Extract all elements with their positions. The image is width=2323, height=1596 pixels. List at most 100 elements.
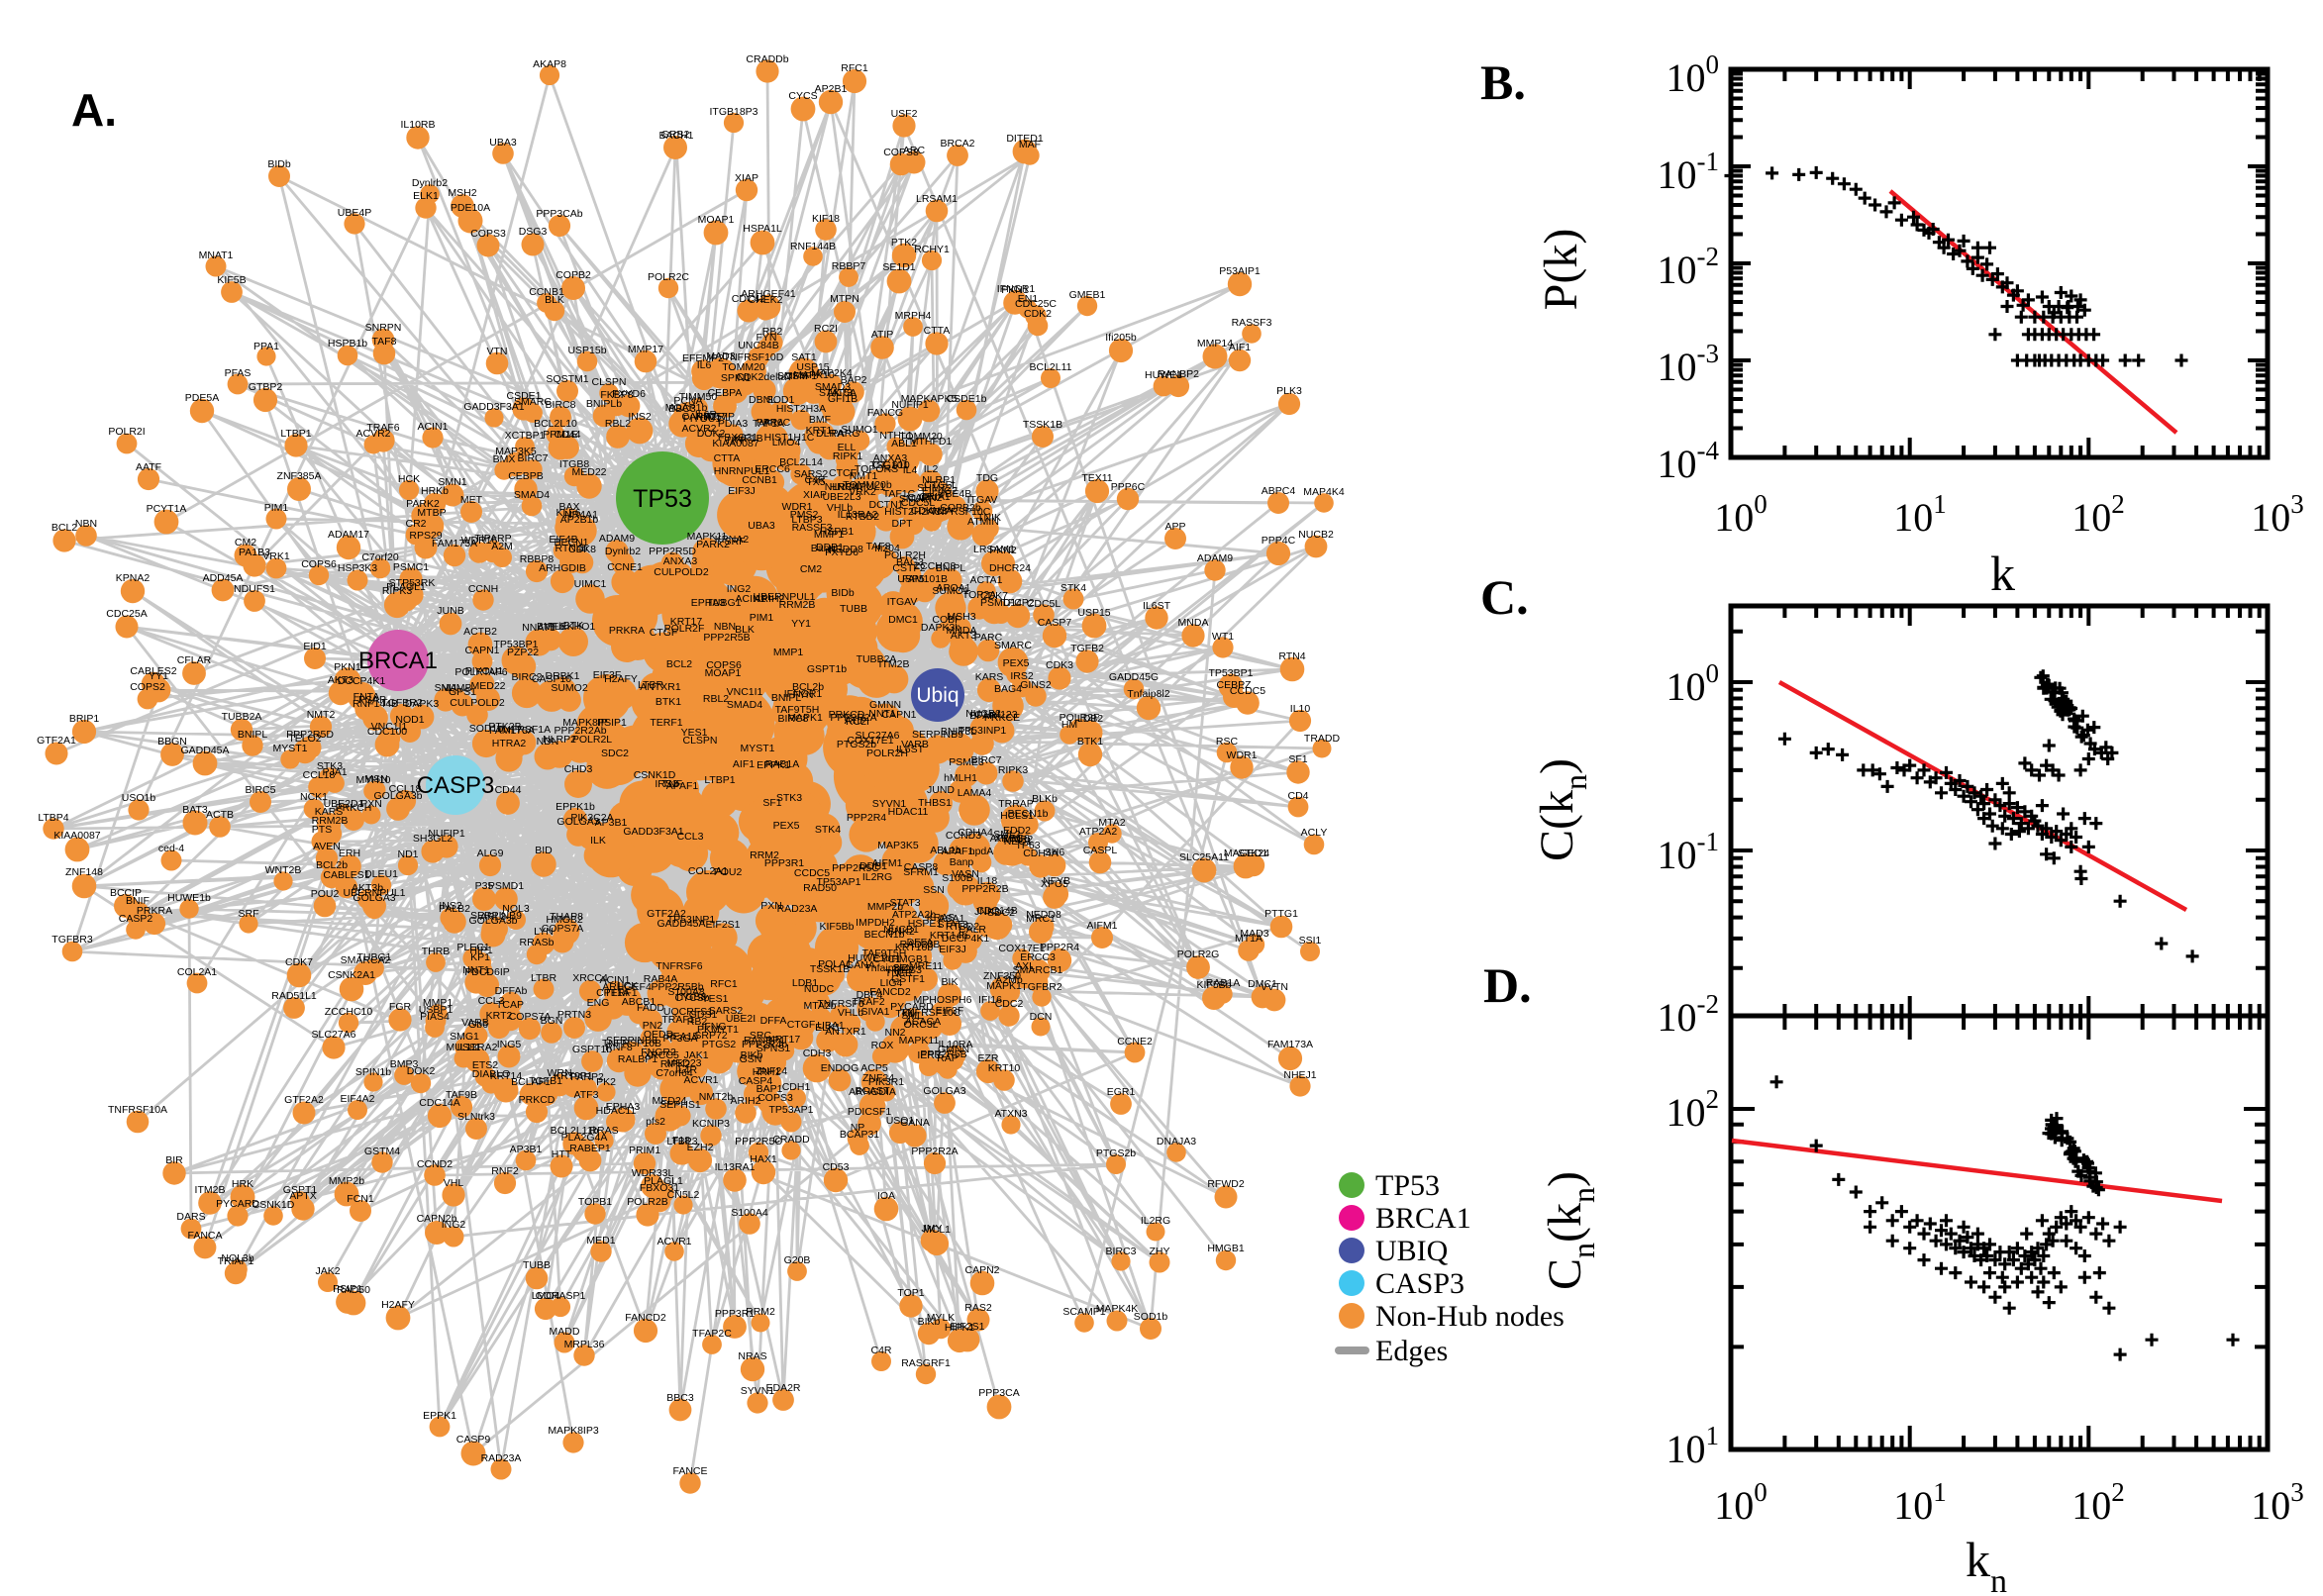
svg-text:CTGF: CTGF: [650, 627, 678, 639]
svg-text:XRCC4: XRCC4: [572, 972, 608, 984]
svg-text:MT1A: MT1A: [1235, 933, 1262, 945]
svg-text:RRM2B: RRM2B: [312, 815, 349, 827]
svg-text:RAD50: RAD50: [803, 882, 837, 894]
svg-text:CSNK1D: CSNK1D: [634, 769, 676, 781]
svg-text:CSNK1D: CSNK1D: [252, 1199, 295, 1211]
svg-text:COBF: COBF: [932, 614, 960, 626]
svg-text:VNC1I1: VNC1I1: [371, 721, 408, 733]
svg-text:CYCS: CYCS: [788, 90, 817, 102]
svg-text:GPS1: GPS1: [449, 686, 476, 698]
svg-text:CYCSb: CYCSb: [674, 992, 709, 1004]
svg-text:FAM175A: FAM175A: [489, 725, 535, 737]
svg-text:EFEMP2: EFEMP2: [682, 352, 724, 364]
svg-text:CLSPN: CLSPN: [591, 376, 626, 388]
svg-text:CDK3: CDK3: [1046, 659, 1073, 671]
svg-text:DIABLO: DIABLO: [472, 1068, 511, 1080]
svg-text:CDC42: CDC42: [732, 293, 766, 305]
svg-text:COPS3: COPS3: [470, 228, 506, 240]
svg-text:RB2: RB2: [687, 1016, 708, 1028]
svg-text:DRBK1: DRBK1: [545, 670, 579, 682]
svg-text:CCDC5: CCDC5: [794, 867, 830, 879]
svg-text:CM2: CM2: [800, 563, 822, 575]
svg-text:KIAA0087: KIAA0087: [53, 830, 100, 842]
svg-text:TP53AP1: TP53AP1: [769, 1104, 814, 1116]
svg-text:DCN: DCN: [1030, 1011, 1053, 1023]
svg-text:XRCC6: XRCC6: [994, 833, 1030, 845]
svg-text:P53AIP1: P53AIP1: [1219, 265, 1261, 277]
svg-text:EIF3F: EIF3F: [936, 1005, 964, 1017]
svg-text:C7orf64: C7orf64: [656, 1067, 693, 1079]
svg-text:ACTB: ACTB: [206, 809, 234, 821]
svg-text:GTF2A2: GTF2A2: [647, 908, 686, 920]
svg-text:PLAGL1: PLAGL1: [644, 1175, 683, 1187]
svg-text:SFRM1: SFRM1: [903, 866, 939, 878]
svg-text:GOLGA3: GOLGA3: [353, 892, 395, 904]
svg-text:PPA1: PPA1: [253, 341, 279, 352]
svg-text:hMLH1: hMLH1: [944, 772, 977, 784]
svg-text:CULPOLD2: CULPOLD2: [654, 566, 709, 578]
svg-text:DPT: DPT: [892, 518, 914, 530]
svg-text:BIR: BIR: [165, 1154, 183, 1166]
svg-text:ACVR1: ACVR1: [656, 1236, 691, 1247]
svg-text:SF1: SF1: [1288, 753, 1307, 765]
svg-text:ZNF148: ZNF148: [65, 866, 103, 878]
svg-text:TNF: TNF: [885, 967, 905, 979]
svg-text:PIYOU1: PIYOU1: [465, 665, 504, 677]
svg-text:SUMO1: SUMO1: [932, 585, 969, 597]
svg-text:RAS2: RAS2: [964, 1302, 992, 1314]
svg-text:TUBB2A: TUBB2A: [857, 653, 897, 665]
svg-text:SMN1: SMN1: [438, 476, 466, 488]
svg-text:MYLK: MYLK: [927, 1312, 956, 1324]
svg-text:ACTB2: ACTB2: [463, 626, 497, 638]
svg-text:CTTA: CTTA: [924, 325, 951, 337]
svg-text:CSNK2A1: CSNK2A1: [328, 969, 375, 981]
svg-text:TRAF2: TRAF2: [852, 996, 884, 1008]
svg-text:TNFRSF10A: TNFRSF10A: [108, 1104, 167, 1116]
svg-text:TNFRSF10B: TNFRSF10B: [602, 1038, 661, 1049]
svg-text:FBXO31: FBXO31: [640, 1182, 679, 1194]
svg-text:ARHGDIB: ARHGDIB: [539, 562, 586, 574]
svg-text:ETS2: ETS2: [472, 1059, 498, 1071]
svg-text:CASP2: CASP2: [119, 913, 153, 925]
svg-text:VNC1I1: VNC1I1: [727, 686, 763, 698]
svg-text:NNT1: NNT1: [462, 964, 490, 976]
svg-text:ABCB1: ABCB1: [622, 996, 656, 1008]
svg-text:MRC1: MRC1: [1026, 913, 1056, 925]
svg-text:VRK2: VRK2: [849, 486, 876, 498]
svg-text:ATP2A2: ATP2A2: [1079, 826, 1117, 838]
svg-text:k: k: [1990, 546, 2015, 601]
svg-text:USBP1: USBP1: [419, 1004, 454, 1016]
svg-text:S100A8: S100A8: [667, 986, 705, 998]
svg-text:RIPK3: RIPK3: [382, 585, 413, 597]
svg-text:TOMM20: TOMM20: [722, 361, 765, 373]
svg-text:PEG3: PEG3: [894, 964, 922, 976]
svg-text:PLA2G4A: PLA2G4A: [561, 1132, 608, 1144]
svg-text:ABL1: ABL1: [891, 438, 917, 449]
svg-text:RC2I: RC2I: [814, 323, 838, 335]
svg-text:MED22: MED22: [571, 466, 606, 478]
svg-text:USO1: USO1: [886, 1115, 915, 1127]
svg-text:BCAP31: BCAP31: [840, 1129, 879, 1141]
svg-text:NEDD8: NEDD8: [1026, 909, 1061, 921]
svg-text:EIF4G2: EIF4G2: [922, 485, 958, 497]
svg-text:IFI16: IFI16: [978, 994, 1002, 1006]
svg-text:F18: F18: [672, 1135, 690, 1147]
svg-text:SH6: SH6: [1045, 847, 1065, 858]
svg-text:CDC100: CDC100: [367, 726, 407, 738]
svg-text:RAB4A: RAB4A: [644, 973, 677, 985]
svg-text:LRSAM1: LRSAM1: [916, 193, 958, 205]
svg-text:ATIP: ATIP: [871, 329, 894, 341]
svg-text:PRKRA: PRKRA: [609, 625, 645, 637]
svg-text:AATF: AATF: [136, 461, 161, 473]
svg-text:PPP2R5D: PPP2R5D: [286, 729, 334, 741]
svg-text:BCAST: BCAST: [855, 1085, 890, 1097]
svg-text:WDR1: WDR1: [782, 501, 813, 513]
svg-text:ADAM9: ADAM9: [1197, 552, 1233, 564]
svg-text:MAD3: MAD3: [706, 350, 735, 362]
svg-text:MAP4K4: MAP4K4: [1303, 486, 1345, 498]
svg-text:SERPINB9: SERPINB9: [470, 910, 522, 922]
svg-text:NUDC: NUDC: [804, 983, 835, 995]
svg-text:BECN1b: BECN1b: [1008, 808, 1049, 820]
svg-text:GINS2: GINS2: [1020, 679, 1052, 691]
svg-text:CASP4: CASP4: [739, 1075, 773, 1087]
